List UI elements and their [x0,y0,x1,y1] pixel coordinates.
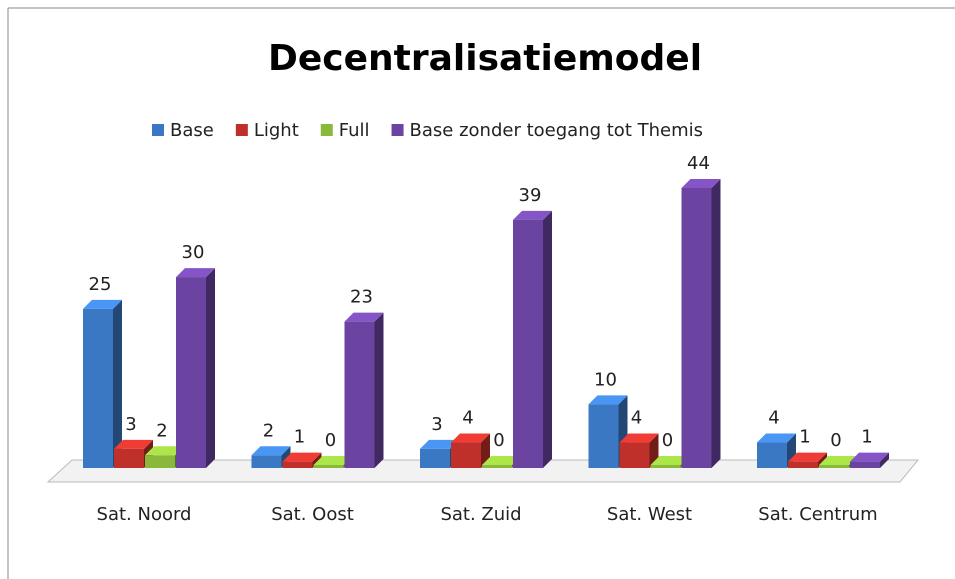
bar-top [619,433,659,443]
data-label: 3 [125,414,136,435]
bar-top [819,456,858,465]
bar [482,465,512,468]
data-label: 2 [156,420,167,441]
data-label: 10 [594,369,617,390]
bar-side [113,299,122,468]
legend-swatch [235,124,248,136]
legend-swatch [152,124,164,136]
bar [757,442,787,468]
data-label: 0 [325,430,336,451]
x-tick-label: Sat. Oost [271,504,354,525]
bar [513,219,543,468]
bar-side [880,452,889,468]
bar [313,465,344,468]
x-tick-label: Sat. Zuid [440,504,521,525]
data-label: 2 [263,420,274,441]
bar [681,188,712,468]
data-label: 0 [493,430,504,451]
bar [176,277,206,468]
bar-top [513,210,552,220]
bar-top [482,456,521,465]
bar-top [788,452,827,462]
bar-top [145,446,184,456]
bar [145,455,175,468]
bar [420,448,450,468]
legend-label: Base [170,120,214,141]
bar [788,461,818,468]
data-label: 25 [89,274,112,295]
bar-top [251,446,291,456]
bar-top [588,395,628,405]
chart-title: Decentralisatiemodel [268,38,702,79]
data-label: 4 [462,408,473,429]
legend-swatch [320,124,333,136]
data-label: 0 [662,430,673,451]
bar-side [711,179,721,468]
data-label: 1 [799,427,810,448]
bar-side [374,312,384,468]
bar-top [757,433,796,443]
data-label: 23 [350,287,373,308]
legend-label: Base zonder toegang tot Themis [410,120,703,141]
x-tick-label: Sat. West [607,504,692,525]
bar [819,465,849,468]
bar [344,321,375,468]
bar [114,448,144,468]
bar [650,465,681,468]
x-tick-label: Sat. Noord [97,504,192,525]
legend-label: Light [254,120,299,141]
bar [282,461,313,468]
data-label: 3 [431,414,442,435]
bar [451,442,481,468]
bar [619,442,650,468]
data-label: 0 [830,430,841,451]
bar-top [451,433,490,443]
bar-side [206,268,215,468]
bar [251,455,282,468]
data-label: 44 [687,153,710,174]
data-label: 39 [519,185,542,206]
data-label: 1 [861,427,872,448]
bar-top [420,439,459,449]
data-label: 1 [294,427,305,448]
data-label: 4 [768,408,779,429]
bar [588,404,619,468]
x-tick-label: Sat. Centrum [758,504,877,525]
bar-top [282,452,322,462]
bar-side [543,210,552,468]
data-label: 4 [631,408,642,429]
bar-top [83,299,122,309]
data-label: 30 [182,242,205,263]
bar [83,308,113,468]
bar-top [681,179,721,188]
bar-top [313,456,353,465]
bar-top [650,456,690,465]
bar [850,461,880,468]
bar-top [850,452,889,462]
bar-top [176,268,215,278]
legend-swatch [391,124,404,136]
legend-label: Full [339,120,370,141]
bar-top [114,439,153,449]
bar-top [344,312,384,322]
